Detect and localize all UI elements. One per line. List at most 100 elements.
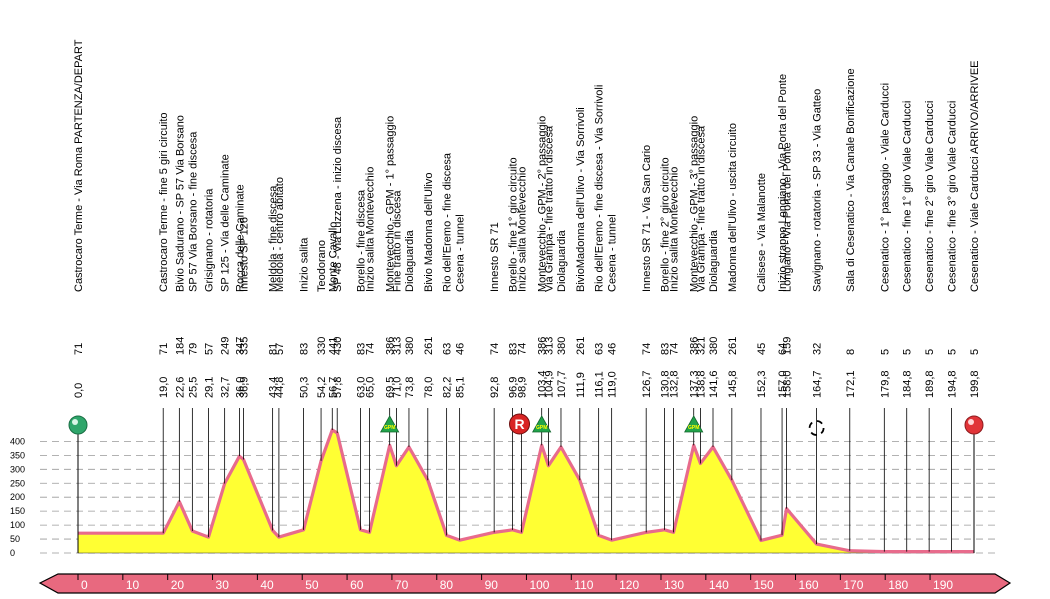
- route-markers: GPM GPM GPM R: [68, 413, 984, 436]
- waypoint-altitude: 64: [777, 343, 789, 355]
- waypoint-altitude: 83: [660, 343, 672, 355]
- waypoint-altitude: 430: [332, 337, 344, 355]
- waypoint-km: 54,2: [316, 377, 328, 398]
- x-tick-label: 120: [619, 578, 639, 592]
- waypoint-km: 57,8: [332, 377, 344, 398]
- x-tick-label: 70: [395, 578, 409, 592]
- waypoint-altitude: 79: [187, 343, 199, 355]
- waypoint-label: Rio dell'Eremo - fine discesa - Via Sorr…: [594, 85, 606, 292]
- waypoint-altitude: 330: [316, 337, 328, 355]
- waypoint-altitude: 57: [274, 343, 286, 355]
- waypoint-label: Via Grampa - fine tratto in discesa: [695, 125, 707, 292]
- waypoint-altitude: 74: [669, 343, 681, 355]
- profile-area: [77, 428, 975, 554]
- x-tick-label: 30: [216, 578, 230, 592]
- waypoint-km: 78,0: [423, 377, 435, 398]
- waypoint-altitude: 83: [299, 343, 311, 355]
- waypoint-altitude: 261: [423, 337, 435, 355]
- waypoint-label: Montevecchio - GPM - 1° passaggio: [385, 116, 397, 292]
- x-tick-label: 100: [529, 578, 549, 592]
- gpm-icon: [532, 415, 552, 433]
- waypoint-altitude: 74: [517, 343, 529, 355]
- waypoint-km: 29,1: [203, 377, 215, 398]
- start-flag-icon: [68, 415, 88, 435]
- waypoint-km: 145,8: [727, 370, 739, 398]
- finish-flag-highlight: [968, 419, 974, 425]
- waypoint-km: 19,0: [158, 377, 170, 398]
- x-tick-label: 50: [305, 578, 319, 592]
- waypoint-altitude: 313: [391, 337, 403, 355]
- x-tick-label: 40: [260, 578, 274, 592]
- x-tick-label: 60: [350, 578, 364, 592]
- x-tick-label: 0: [81, 578, 88, 592]
- waypoint-label: Innesto SP 126: [238, 217, 250, 292]
- waypoint-altitude: 5: [902, 349, 914, 355]
- x-tick-label: 140: [709, 578, 729, 592]
- waypoint-altitude: 261: [575, 337, 587, 355]
- x-tick-label: 170: [843, 578, 863, 592]
- waypoint-km: 141,6: [708, 370, 720, 398]
- waypoint-altitude: 386: [689, 337, 701, 355]
- x-tick-label: 90: [485, 578, 499, 592]
- waypoint-label: Diolaguardia: [404, 229, 416, 292]
- waypoint-km: 126,7: [641, 370, 653, 398]
- profile-line: [78, 428, 974, 554]
- waypoint-km: 25,5: [187, 377, 199, 398]
- x-tick-label: 150: [754, 578, 774, 592]
- start-label: Castrocaro Terme - Via Roma PARTENZA/DEP…: [73, 39, 85, 292]
- x-tick-label: 160: [799, 578, 819, 592]
- waypoint-km: 137,3: [689, 370, 701, 398]
- waypoint-km: 104,9: [543, 370, 555, 398]
- axis-band: [38, 573, 1012, 594]
- waypoint-altitude: 32: [812, 343, 824, 355]
- leader-lines: [77, 408, 975, 553]
- waypoint-label: SP 57 Via Borsano - fine discesa: [187, 131, 199, 292]
- waypoint-label: Diolaguardia: [556, 229, 568, 292]
- waypoint-label: Longiano - Via Porta del Ponte: [782, 142, 794, 292]
- x-tick-label: 80: [440, 578, 454, 592]
- waypoint-label: Inizio salita Montevecchio: [669, 167, 681, 292]
- waypoint-km: 111,9: [575, 372, 587, 398]
- waypoint-label: Innesto SR 71 - Via San Cario: [641, 145, 653, 292]
- waypoint-km: 22,6: [174, 377, 186, 398]
- y-tick-label: 400: [10, 436, 25, 446]
- waypoint-km: 82,2: [442, 377, 454, 398]
- waypoint-km: 85,1: [455, 377, 467, 398]
- waypoint-altitude: 184: [174, 337, 186, 355]
- x-tick-label: 10: [126, 578, 140, 592]
- waypoint-km: 63,0: [356, 377, 368, 398]
- start-km: 0,0: [73, 383, 85, 398]
- waypoint-label: Cesenatico - fine 3° giro Viale Carducci: [947, 101, 959, 292]
- waypoint-altitude: 321: [695, 337, 707, 355]
- waypoint-altitude: 313: [543, 337, 555, 355]
- waypoint-km: 73,8: [404, 377, 416, 398]
- waypoint-km: 96,9: [508, 377, 520, 398]
- waypoint-km: 158,0: [782, 370, 794, 398]
- waypoint-label: Teodorano: [316, 240, 328, 292]
- waypoint-label: Inizio strappo Longiano - Via Porta del …: [777, 74, 789, 292]
- waypoint-label: Montevecchio - GPM - 2° passaggio: [537, 116, 549, 292]
- waypoint-label: Borello - fine 2° giro circuito: [660, 157, 672, 292]
- waypoint-km: 36,9: [238, 377, 250, 398]
- start-flag-highlight: [72, 419, 78, 425]
- waypoint-km: 71,0: [391, 377, 403, 398]
- waypoint-km: 56,7: [327, 377, 339, 398]
- finish-flag-icon: [964, 415, 984, 435]
- waypoint-altitude: 380: [556, 337, 568, 355]
- waypoint-km: 194,8: [947, 370, 959, 398]
- x-tick-label: 110: [574, 578, 593, 592]
- waypoint-label: Sala di Cesenatico - Via Canale Bonifica…: [845, 68, 857, 292]
- waypoint-label: BivioMadonna dell'Ulivo - Via Sorrivoli: [575, 107, 587, 292]
- waypoint-km: 132,8: [669, 370, 681, 398]
- waypoint-km: 107,7: [556, 370, 568, 398]
- waypoint-km: 69,5: [385, 377, 397, 398]
- waypoint-km: 179,8: [879, 370, 891, 398]
- waypoint-label: Montevecchio - GPM - 3° passaggio: [689, 116, 701, 292]
- gpm-label: GPM: [384, 425, 395, 431]
- waypoint-label: Innesto SR 71: [489, 222, 501, 292]
- finish-altitude: 5: [969, 349, 981, 355]
- gpm-label: GPM: [688, 425, 699, 431]
- waypoint-km: 189,8: [924, 370, 936, 398]
- x-tick-label: 20: [171, 578, 185, 592]
- y-tick-label: 250: [10, 478, 25, 488]
